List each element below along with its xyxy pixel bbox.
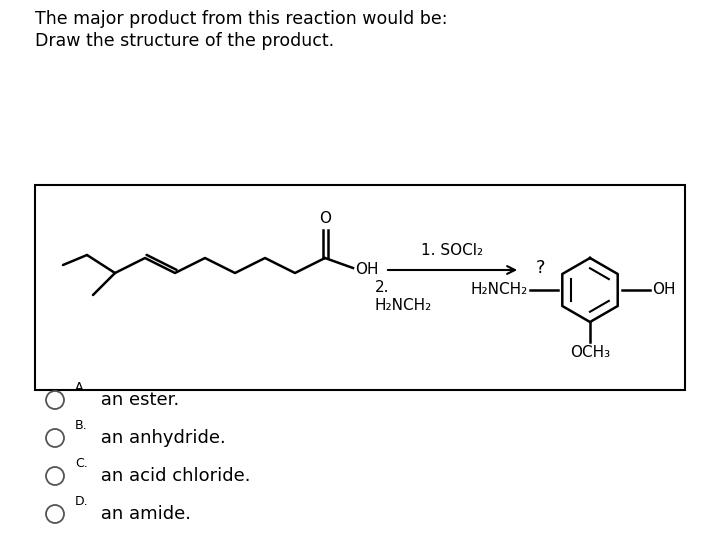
Text: OCH₃: OCH₃ (570, 345, 610, 360)
Text: A.: A. (75, 381, 87, 394)
Text: O: O (319, 211, 331, 226)
Text: The major product from this reaction would be:: The major product from this reaction wou… (35, 10, 448, 28)
Text: ?: ? (536, 259, 546, 277)
Text: OH: OH (355, 263, 379, 278)
Text: OH: OH (652, 282, 675, 298)
Text: an amide.: an amide. (95, 505, 191, 523)
Text: 2.: 2. (375, 280, 390, 295)
Text: H₂NCH₂: H₂NCH₂ (471, 282, 528, 298)
Text: an anhydride.: an anhydride. (95, 429, 226, 447)
Text: Draw the structure of the product.: Draw the structure of the product. (35, 32, 334, 50)
Text: an ester.: an ester. (95, 391, 179, 409)
Text: C.: C. (75, 457, 88, 470)
Text: H₂NCH₂: H₂NCH₂ (375, 298, 432, 313)
Bar (35, 185, 685, 390)
Text: an acid chloride.: an acid chloride. (95, 467, 251, 485)
Text: 1. SOCl₂: 1. SOCl₂ (421, 243, 484, 258)
Text: B.: B. (75, 419, 88, 432)
Text: D.: D. (75, 495, 89, 508)
